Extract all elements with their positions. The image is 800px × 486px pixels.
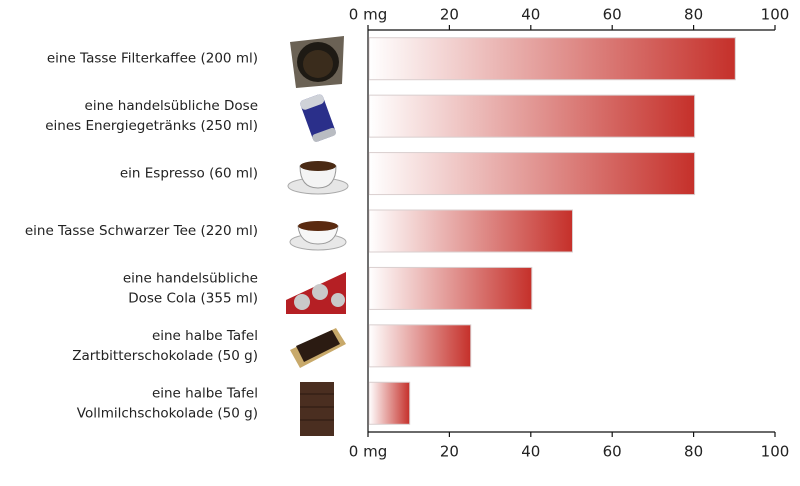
bar	[368, 37, 736, 81]
icon-milk-chocolate	[300, 382, 334, 436]
category-label: eines Energiegetränks (250 ml)	[45, 118, 258, 134]
category-label: eine halbe Tafel	[152, 385, 258, 401]
category-label: eine handelsübliche Dose	[85, 98, 258, 114]
icon-tea	[289, 221, 347, 251]
bar	[368, 324, 472, 368]
icon-energy-can	[300, 94, 336, 142]
category-label: Vollmilchschokolade (50 g)	[77, 405, 258, 421]
icon-espresso	[287, 161, 349, 195]
x-tick-label: 0 mg	[349, 443, 387, 461]
category-label: eine halbe Tafel	[152, 328, 258, 344]
x-tick-label: 60	[603, 443, 622, 461]
icon-dark-chocolate	[290, 328, 346, 368]
bar	[368, 381, 411, 425]
category-label: Zartbitterschokolade (50 g)	[72, 348, 258, 364]
x-tick-label: 40	[521, 6, 540, 24]
x-tick-label: 100	[761, 443, 790, 461]
icon-cola-cans	[286, 272, 346, 314]
bar	[368, 94, 696, 138]
category-label: ein Espresso (60 ml)	[120, 166, 258, 182]
x-tick-label: 80	[684, 6, 703, 24]
bar	[368, 266, 533, 310]
x-tick-label: 80	[684, 443, 703, 461]
bar	[368, 209, 573, 253]
x-tick-label: 60	[603, 6, 622, 24]
category-label: eine Tasse Filterkaffee (200 ml)	[47, 51, 258, 67]
category-label: eine handelsübliche	[123, 270, 258, 286]
category-label: Dose Cola (355 ml)	[128, 290, 258, 306]
x-tick-label: 20	[440, 443, 459, 461]
x-tick-label: 20	[440, 6, 459, 24]
icon-filter-coffee	[290, 36, 344, 88]
x-tick-label: 40	[521, 443, 540, 461]
x-tick-label: 100	[761, 6, 790, 24]
bar	[368, 152, 696, 196]
x-tick-label: 0 mg	[349, 6, 387, 24]
category-label: eine Tasse Schwarzer Tee (220 ml)	[25, 223, 258, 239]
